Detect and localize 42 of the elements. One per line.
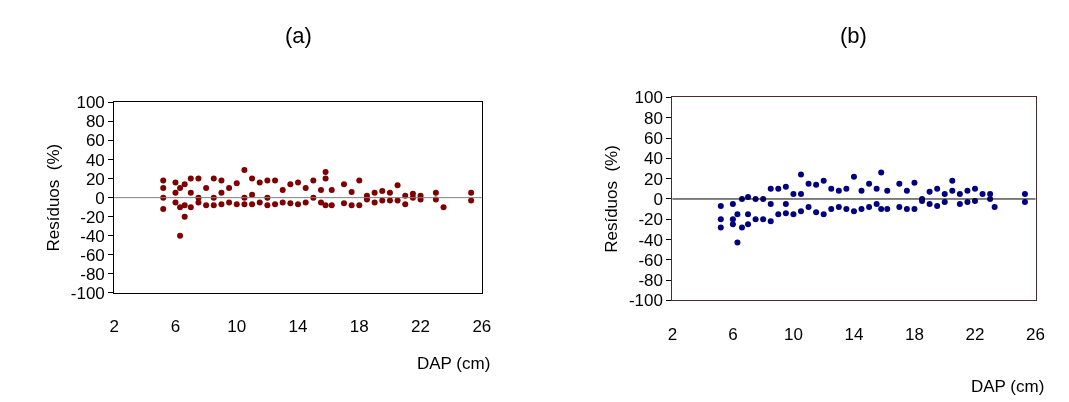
x-tick-label: 14 bbox=[288, 317, 308, 337]
x-tick-label: 14 bbox=[844, 324, 864, 344]
y-tick-label: 80 bbox=[85, 112, 105, 132]
y-tick-label: -60 bbox=[638, 250, 663, 270]
x-tick-label: 6 bbox=[728, 324, 738, 344]
y-tick-label: 0 bbox=[95, 188, 105, 208]
y-tick-label: -80 bbox=[638, 271, 663, 291]
x-tick-label: 22 bbox=[411, 317, 431, 337]
chart-title: (b) bbox=[840, 23, 867, 48]
y-tick-label: 20 bbox=[85, 169, 105, 189]
y-tick-label: -80 bbox=[80, 264, 105, 284]
y-axis-title: Resíduos (%) bbox=[44, 143, 64, 252]
x-axis-title: DAP (cm) bbox=[417, 354, 491, 373]
y-axis-title: Resíduos (%) bbox=[602, 145, 622, 253]
x-tick-label: 26 bbox=[472, 317, 492, 337]
y-tick-label: -20 bbox=[80, 207, 105, 227]
x-tick-label: 6 bbox=[170, 317, 181, 337]
y-tick-label: 100 bbox=[76, 93, 105, 113]
y-tick-label: 60 bbox=[644, 129, 663, 149]
y-tick-label: 0 bbox=[653, 189, 663, 209]
x-tick-label: 2 bbox=[667, 324, 678, 344]
chart-title: (a) bbox=[285, 23, 312, 48]
y-tick-label: -100 bbox=[628, 291, 663, 311]
x-tick-label: 18 bbox=[905, 324, 924, 344]
x-tick-label: 26 bbox=[1026, 324, 1045, 344]
y-tick-label: -40 bbox=[638, 230, 663, 250]
x-tick-label: 10 bbox=[227, 317, 247, 337]
x-tick-label: 18 bbox=[349, 317, 369, 337]
y-tick-label: -20 bbox=[638, 210, 663, 230]
x-axis-title: DAP (cm) bbox=[971, 377, 1045, 396]
y-tick-label: -60 bbox=[80, 245, 105, 265]
y-tick-label: -40 bbox=[80, 226, 105, 246]
x-tick-label: 22 bbox=[965, 324, 985, 344]
y-tick-label: 100 bbox=[634, 88, 663, 108]
y-tick-label: 80 bbox=[644, 108, 663, 128]
x-tick-label: 10 bbox=[783, 324, 803, 344]
x-tick-label: 2 bbox=[109, 317, 119, 337]
y-tick-label: 40 bbox=[644, 149, 663, 169]
y-tick-label: 40 bbox=[85, 150, 105, 170]
y-tick-label: -100 bbox=[70, 283, 105, 303]
y-tick-label: 60 bbox=[85, 131, 105, 151]
y-tick-label: 20 bbox=[644, 169, 663, 189]
